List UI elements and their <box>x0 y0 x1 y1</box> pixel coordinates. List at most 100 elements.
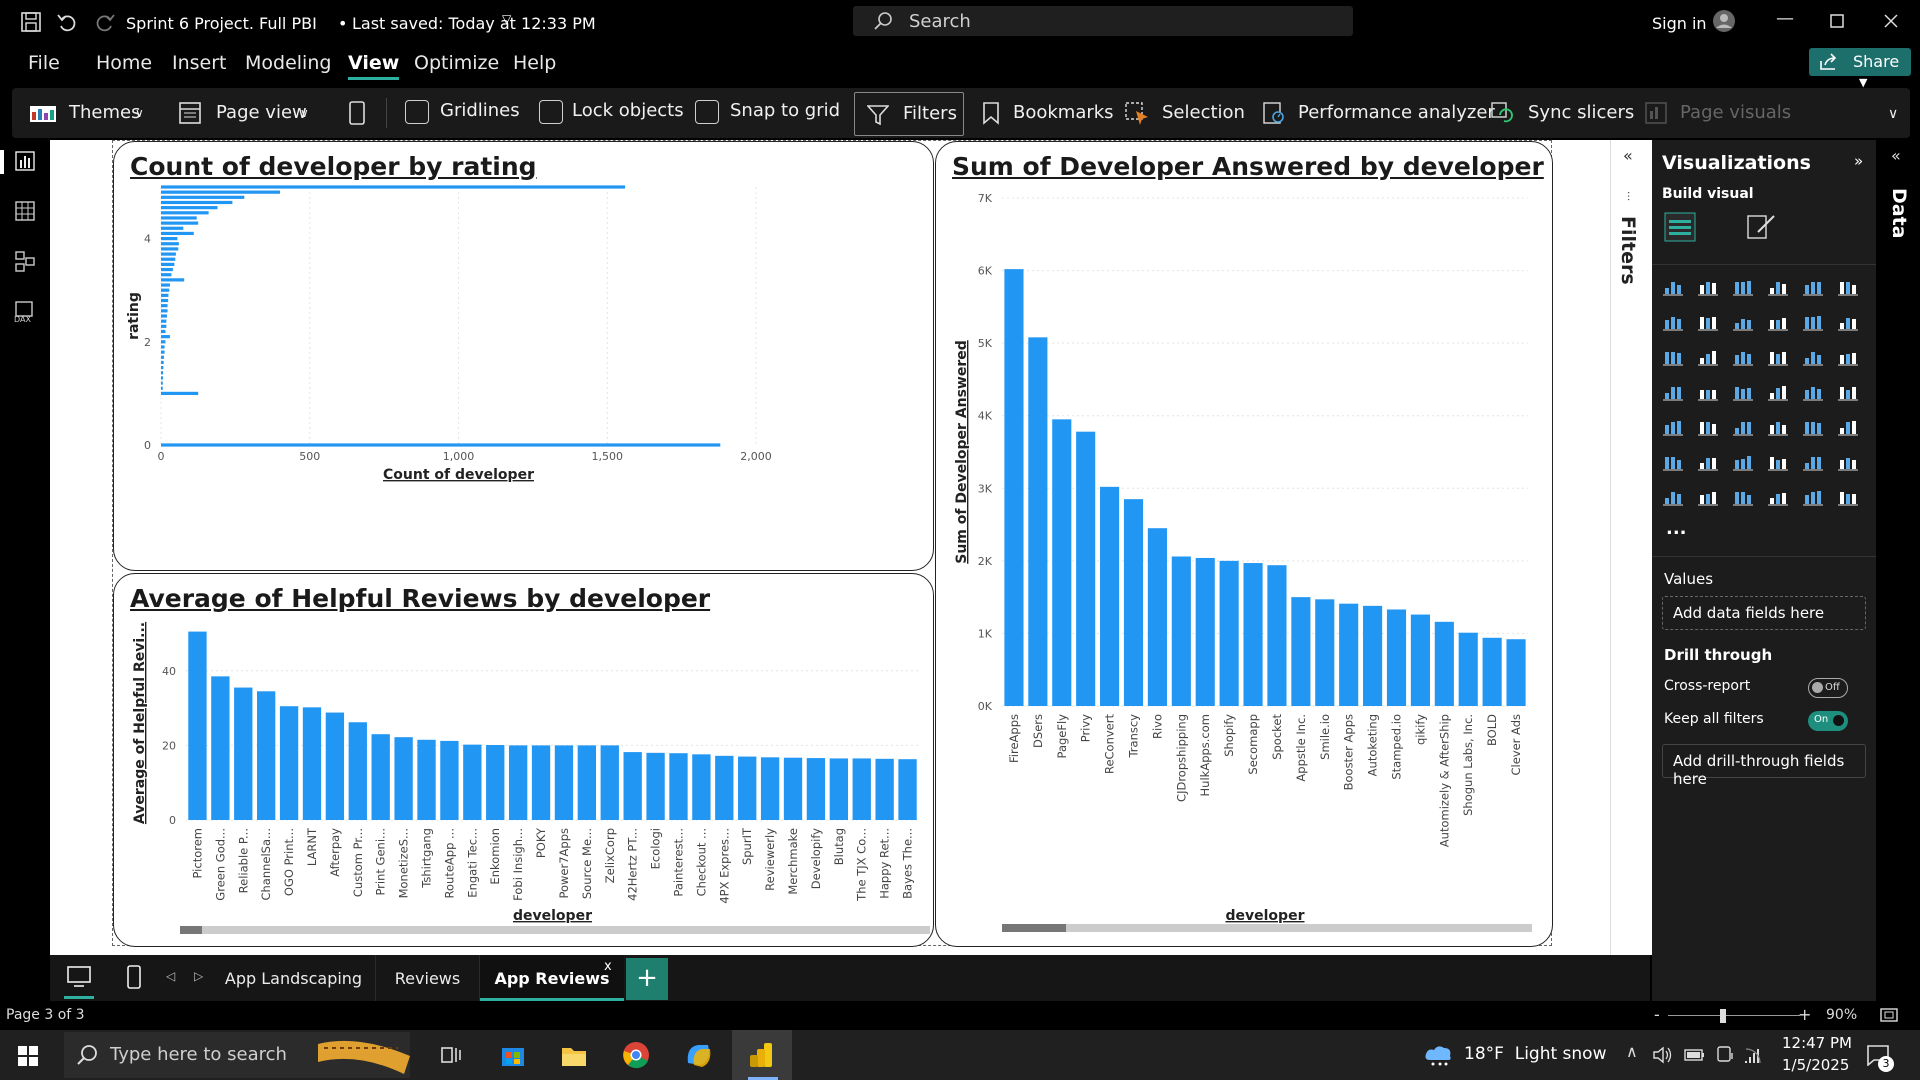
chevron-down-icon[interactable]: ∨ <box>1888 106 1899 122</box>
task-view-icon[interactable] <box>440 1044 462 1066</box>
desktop-layout-icon[interactable] <box>66 965 92 989</box>
menu-help[interactable]: Help <box>513 52 557 74</box>
weather-text[interactable]: 18°F Light snow <box>1464 1044 1607 1064</box>
visual-type-icon[interactable] <box>1767 276 1789 296</box>
visual-type-icon[interactable] <box>1802 416 1824 436</box>
clock-time[interactable]: 12:47 PM <box>1782 1034 1852 1052</box>
windows-start-icon[interactable] <box>18 1046 38 1066</box>
table-view-icon[interactable] <box>14 200 36 222</box>
sign-in-link[interactable]: Sign in <box>1652 14 1707 33</box>
themes-button[interactable]: Themes <box>69 102 141 123</box>
visual-type-icon[interactable] <box>1697 416 1719 436</box>
filters-pane-collapsed[interactable]: « ⫶ Filters <box>1610 140 1652 955</box>
chrome-icon[interactable] <box>622 1041 650 1069</box>
visual-type-icon[interactable] <box>1662 311 1684 331</box>
visual-type-icon[interactable] <box>1802 311 1824 331</box>
menu-optimize[interactable]: Optimize <box>414 52 500 74</box>
add-page-button[interactable]: + <box>626 958 668 1000</box>
visual-helpful-by-developer[interactable]: Average of Helpful Reviews by developer … <box>113 573 934 947</box>
visual-type-icon[interactable] <box>1697 276 1719 296</box>
chevron-down-icon[interactable]: ∨ <box>135 106 144 120</box>
visual-type-icon[interactable] <box>1837 451 1859 471</box>
visual-type-icon[interactable] <box>1802 381 1824 401</box>
volume-icon[interactable] <box>1652 1045 1674 1065</box>
visual-count-by-rating[interactable]: Count of developer by rating 0 500 1,000 1,… <box>113 141 934 571</box>
share-button[interactable]: Share ▼ <box>1809 48 1911 89</box>
visual-type-icon[interactable] <box>1767 381 1789 401</box>
menu-file[interactable]: File <box>28 52 60 74</box>
minimize-icon[interactable]: — <box>1776 8 1794 29</box>
collapse-chevron-icon[interactable]: » <box>1854 152 1864 170</box>
filters-pane-button[interactable]: Filters <box>854 92 964 136</box>
visual-type-icon[interactable] <box>1697 346 1719 366</box>
close-tab-icon[interactable]: x <box>604 959 612 974</box>
prev-page-icon[interactable]: ◁ <box>166 969 176 983</box>
visual-type-icon[interactable] <box>1802 276 1824 296</box>
visual-type-icon[interactable] <box>1767 311 1789 331</box>
file-explorer-icon[interactable] <box>560 1042 588 1068</box>
visual-type-icon[interactable] <box>1662 276 1684 296</box>
visual-type-icon[interactable] <box>1732 451 1754 471</box>
visual-type-icon[interactable] <box>1802 346 1824 366</box>
zoom-in-button[interactable]: + <box>1798 1005 1812 1024</box>
visual-type-icon[interactable] <box>1767 346 1789 366</box>
microsoft-store-icon[interactable] <box>500 1042 526 1068</box>
zoom-out-button[interactable]: - <box>1654 1005 1660 1024</box>
wifi-icon[interactable] <box>1744 1045 1766 1065</box>
copilot-icon[interactable] <box>684 1041 714 1069</box>
visual-type-icon[interactable] <box>1662 346 1684 366</box>
visual-type-icon[interactable] <box>1662 381 1684 401</box>
lock-objects-checkbox[interactable] <box>539 100 563 124</box>
bookmarks-button[interactable]: Bookmarks <box>1013 102 1114 123</box>
format-visual-icon[interactable] <box>1746 212 1778 242</box>
battery-icon[interactable] <box>1684 1047 1706 1063</box>
search-input[interactable]: Search <box>853 6 1353 36</box>
visual-type-icon[interactable] <box>1802 486 1824 506</box>
visual-type-icon[interactable] <box>1697 311 1719 331</box>
undo-icon[interactable] <box>56 11 78 33</box>
save-icon[interactable] <box>20 11 42 33</box>
expand-chevron-icon[interactable]: « <box>1623 146 1633 165</box>
more-visuals-button[interactable]: ... <box>1666 518 1687 539</box>
visual-type-icon[interactable] <box>1837 311 1859 331</box>
clock-date[interactable]: 1/5/2025 <box>1782 1056 1850 1074</box>
gridlines-checkbox[interactable] <box>405 100 429 124</box>
monitor-icon[interactable] <box>1714 1045 1736 1065</box>
cross-report-toggle[interactable]: Off <box>1808 678 1848 698</box>
report-view-icon[interactable] <box>14 150 36 172</box>
data-pane-collapsed[interactable]: « Data <box>1876 140 1920 1010</box>
avatar-icon[interactable] <box>1712 9 1736 33</box>
power-bi-icon[interactable] <box>748 1041 776 1069</box>
chevron-up-icon[interactable]: ∧ <box>1626 1042 1638 1061</box>
zoom-slider-thumb[interactable] <box>1720 1009 1726 1023</box>
visual-type-icon[interactable] <box>1662 486 1684 506</box>
visual-type-icon[interactable] <box>1732 416 1754 436</box>
menu-modeling[interactable]: Modeling <box>245 52 332 74</box>
values-well[interactable]: Add data fields here <box>1662 596 1866 630</box>
menu-view[interactable]: View <box>348 52 400 80</box>
mobile-layout-icon[interactable] <box>126 964 142 990</box>
visual-type-icon[interactable] <box>1732 276 1754 296</box>
taskbar-search-input[interactable]: Type here to search <box>64 1032 410 1078</box>
visual-type-icon[interactable] <box>1732 311 1754 331</box>
filter-settings-icon[interactable]: ⫶ <box>1627 190 1631 204</box>
redo-icon[interactable] <box>94 11 116 33</box>
mobile-layout-icon[interactable] <box>348 100 366 126</box>
build-visual-icon[interactable] <box>1664 212 1696 242</box>
menu-home[interactable]: Home <box>96 52 153 74</box>
visual-type-icon[interactable] <box>1732 346 1754 366</box>
keep-all-filters-toggle[interactable]: On <box>1808 711 1848 731</box>
visual-type-icon[interactable] <box>1732 486 1754 506</box>
visual-type-icon[interactable] <box>1802 451 1824 471</box>
visual-type-icon[interactable] <box>1732 381 1754 401</box>
drill-through-well[interactable]: Add drill-through fields here <box>1662 744 1866 788</box>
dax-query-view-icon[interactable]: DAX <box>12 300 38 324</box>
visual-type-icon[interactable] <box>1767 451 1789 471</box>
visual-type-icon[interactable] <box>1697 486 1719 506</box>
page-view-button[interactable]: Page view <box>216 102 307 123</box>
sync-slicers-button[interactable]: Sync slicers <box>1528 102 1635 123</box>
tab-reviews[interactable]: Reviews <box>376 955 480 1001</box>
model-view-icon[interactable] <box>14 250 36 272</box>
expand-chevron-icon[interactable]: « <box>1891 146 1901 165</box>
visual-type-icon[interactable] <box>1662 416 1684 436</box>
